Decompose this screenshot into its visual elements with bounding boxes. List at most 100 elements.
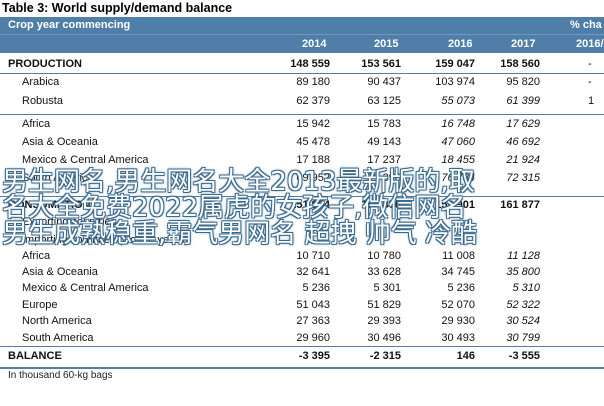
table-row: Exporting countries xyxy=(0,214,604,232)
table-footnote: In thousand 60-kg bags xyxy=(8,370,113,381)
row-value: 30 799 xyxy=(506,332,540,344)
row-label: Europe xyxy=(22,299,58,311)
row-value: 71 398 xyxy=(367,172,401,184)
row-label: Asia & Oceania xyxy=(22,136,98,148)
row-value: -3 395 xyxy=(298,350,330,362)
row-value: 11 128 xyxy=(507,250,540,262)
row-label: Importing countries (Coffee years) xyxy=(22,234,189,246)
table-row: BALANCE -3 395 -2 315 146 -3 555 xyxy=(0,348,604,366)
row-value: 146 xyxy=(456,350,475,362)
row-value: 76 784 xyxy=(441,172,475,184)
row-label: North America xyxy=(22,315,92,327)
row-value: 17 188 xyxy=(296,154,330,166)
table-row: Mexico & Central America 5 236 5 301 5 236 5… xyxy=(0,280,604,298)
row-value: 15 783 xyxy=(367,118,401,130)
table-row: Arabica 89 180 90 437 103 974 95 820 - xyxy=(0,74,604,92)
row-label: BALANCE xyxy=(8,350,62,362)
row-separator xyxy=(0,114,604,115)
table-row: Africa 10 710 10 780 11 008 11 128 xyxy=(0,248,604,266)
table-row: CONSUMPTION 151 954 155 876 158 901 161 877 xyxy=(0,197,604,215)
row-value: 33 628 xyxy=(367,266,401,278)
row-label: South America xyxy=(22,332,94,344)
table-row: Mexico & Central America 17 188 17 237 18 4… xyxy=(0,152,604,170)
row-label: Exporting countries xyxy=(22,216,117,228)
row-value: 34 745 xyxy=(441,266,475,278)
watermark-line-1: 男生网名,男生网名大全2013最新版的,取 xyxy=(2,167,475,197)
row-pct-change: - xyxy=(588,76,592,88)
row-value: 72 315 xyxy=(506,172,540,184)
row-label: Mexico & Central America xyxy=(22,282,149,294)
row-value: 95 820 xyxy=(506,76,540,88)
row-label: Africa xyxy=(22,118,51,130)
row-value: 62 379 xyxy=(296,95,330,107)
pct-change-label: % cha xyxy=(570,19,602,31)
row-value: 158 901 xyxy=(435,199,475,211)
row-value: 155 876 xyxy=(361,199,401,211)
row-value: 161 877 xyxy=(500,199,540,211)
row-separator xyxy=(0,196,604,197)
row-separator xyxy=(0,346,604,347)
row-value: 21 924 xyxy=(506,154,540,166)
row-value: 29 930 xyxy=(441,315,475,327)
row-value: 49 143 xyxy=(367,136,401,148)
row-value: -3 555 xyxy=(508,350,540,362)
table-row: Robusta 62 379 63 125 55 073 61 399 1 xyxy=(0,93,604,111)
row-value: 30 493 xyxy=(441,332,475,344)
row-label: Africa xyxy=(22,250,51,262)
row-pct-change: 1 xyxy=(588,95,595,107)
row-value: -2 315 xyxy=(369,350,401,362)
row-value: 30 496 xyxy=(367,332,401,344)
watermark-line-2: 名大全免费2022属虎的女孩子,微信网名 xyxy=(2,193,467,223)
table-row: Africa 15 942 15 783 16 748 17 629 xyxy=(0,116,604,134)
watermark-line-3: 男生成熟稳重,霸气男网名 超拽 帅气 冷酷 xyxy=(2,219,478,249)
row-value: 15 942 xyxy=(296,118,330,130)
table-header-row: Crop year commencing % cha xyxy=(0,17,604,34)
row-label: Arabica xyxy=(22,76,60,88)
row-value: 103 974 xyxy=(435,76,475,88)
row-value: 29 393 xyxy=(367,315,401,327)
table-row: Asia & Oceania 32 641 33 628 34 745 35 800 xyxy=(0,264,604,282)
row-label: Asia & Oceania xyxy=(22,266,98,278)
row-value: 52 322 xyxy=(506,299,540,311)
table-row: South America 29 960 30 496 30 493 30 799 xyxy=(0,330,604,348)
year-2014: 2014 xyxy=(302,38,327,50)
table-row: Asia & Oceania 45 478 49 143 47 060 46 692 xyxy=(0,134,604,152)
row-value: 16 748 xyxy=(441,118,475,130)
row-value: 10 710 xyxy=(296,250,330,262)
row-label: CONSUMPTION xyxy=(8,199,91,211)
row-label: South America xyxy=(22,172,94,184)
year-header-row: 2014 2015 2016 2017 2016/ xyxy=(0,34,604,53)
table-title: Table 3: World supply/demand balance xyxy=(2,1,233,15)
row-value: 51 829 xyxy=(367,299,401,311)
row-value: 5 236 xyxy=(302,282,330,294)
row-value: 30 524 xyxy=(506,315,540,327)
row-value: 35 800 xyxy=(506,266,540,278)
table-row: Importing countries (Coffee years) xyxy=(0,232,604,250)
row-value: 5 301 xyxy=(373,282,401,294)
row-value: 51 043 xyxy=(296,299,330,311)
row-value: 69 952 xyxy=(296,172,330,184)
row-label: Mexico & Central America xyxy=(22,154,149,166)
year-2015: 2015 xyxy=(374,38,399,50)
row-value: 17 237 xyxy=(367,154,401,166)
row-value: 29 960 xyxy=(296,332,330,344)
row-value: 10 780 xyxy=(367,250,401,262)
crop-year-label: Crop year commencing xyxy=(8,19,131,31)
row-separator xyxy=(0,73,604,74)
year-2017: 2017 xyxy=(511,38,536,50)
table-row: South America 69 952 71 398 76 784 72 315 xyxy=(0,170,604,188)
row-value: 55 073 xyxy=(441,95,475,107)
pct-year: 2016/ xyxy=(576,38,604,50)
row-value: 159 047 xyxy=(435,58,475,70)
row-value: 5 310 xyxy=(512,282,540,294)
row-value: 32 641 xyxy=(296,266,330,278)
year-2016: 2016 xyxy=(448,38,473,50)
table-row: PRODUCTION 148 559 153 561 159 047 158 560 - xyxy=(0,56,604,74)
row-value: 52 070 xyxy=(441,299,475,311)
row-value: 89 180 xyxy=(296,76,330,88)
row-value: 18 455 xyxy=(441,154,475,166)
row-label: Robusta xyxy=(22,95,63,107)
row-value: 63 125 xyxy=(367,95,401,107)
row-pct-change: - xyxy=(588,58,592,70)
table-bottom-rule xyxy=(0,367,604,369)
